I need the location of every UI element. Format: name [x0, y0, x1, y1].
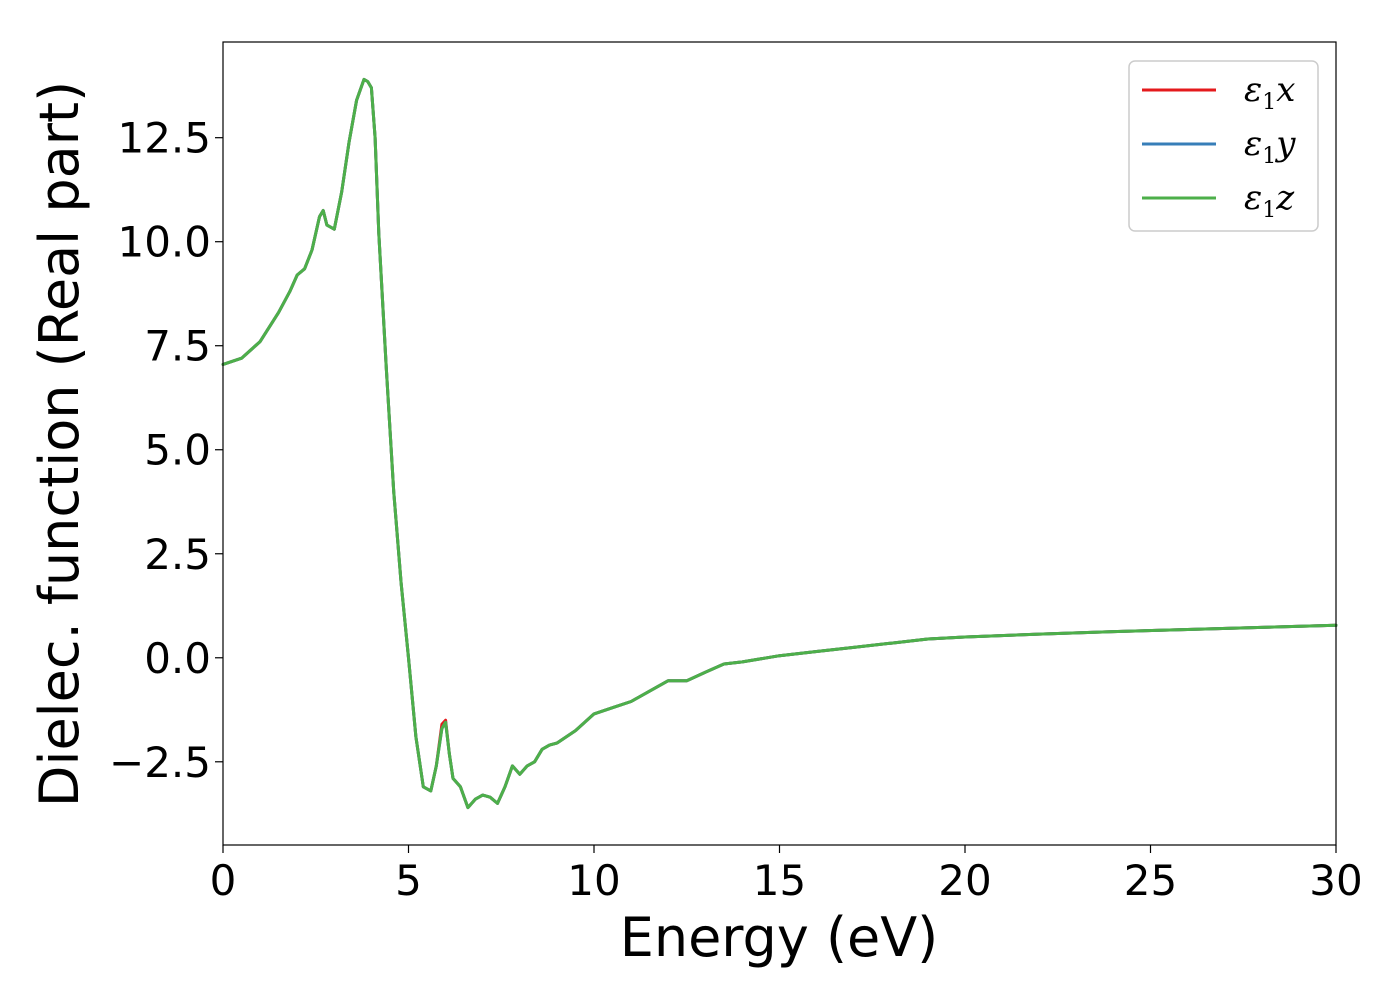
x-tick-label: 30 [1309, 856, 1362, 905]
series-line-2 [221, 77, 1338, 810]
y-tick-label: −2.5 [109, 738, 211, 787]
legend-entry: ε1x [1244, 70, 1295, 115]
x-tick-label: 25 [1124, 856, 1177, 905]
x-tick-label: 15 [753, 856, 806, 905]
y-tick-label: 0.0 [144, 634, 211, 683]
x-tick-label: 5 [395, 856, 422, 905]
y-tick-label: 7.5 [144, 322, 211, 371]
x-axis-title: Energy (eV) [620, 906, 939, 969]
y-tick-label: 10.0 [117, 218, 211, 267]
y-tick-label: 12.5 [117, 114, 211, 163]
legend-entry: ε1y [1244, 124, 1296, 169]
x-tick-label: 10 [567, 856, 620, 905]
axes: 0 5 10 15 20 25 30 −2.5 0.0 2.5 5.0 7.5 10.0 12.5 [109, 41, 1363, 905]
y-tick-label: 5.0 [144, 426, 211, 475]
x-tick-label: 0 [210, 856, 237, 905]
legend-entry: ε1z [1244, 178, 1295, 223]
y-tick-label: 2.5 [144, 530, 211, 579]
plot-area [221, 77, 1338, 810]
legend: ε1x ε1y ε1z [1128, 60, 1319, 232]
y-axis-title: Dielec. function (Real part) [28, 81, 91, 807]
legend-box [1128, 60, 1319, 232]
x-tick-label: 20 [938, 856, 991, 905]
